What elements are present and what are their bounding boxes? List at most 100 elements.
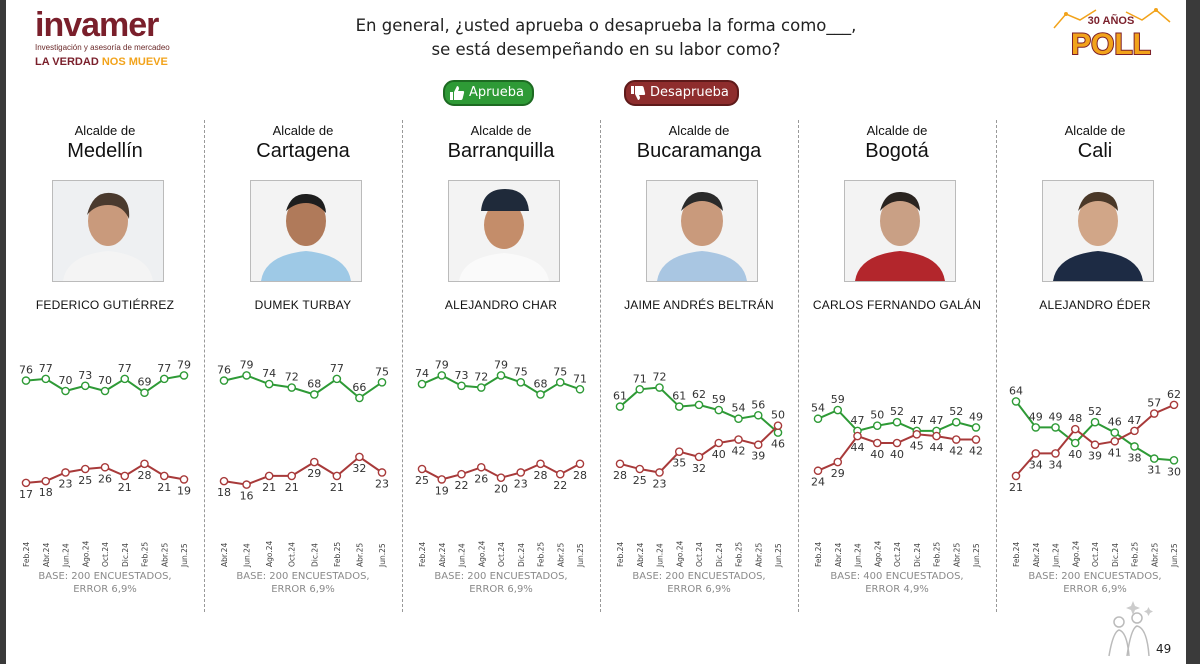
invamer-logo: invamer Investigación y asesoría de merc… [35,8,195,68]
data-label: 41 [1108,446,1122,459]
logo-tagline: LA VERDAD NOS MUEVE [35,56,195,68]
x-tick-label: Ago.24 [873,540,882,567]
data-label: 18 [39,486,53,499]
x-tick-label: Feb.24 [1012,542,1021,567]
data-label: 47 [910,414,924,427]
x-tick-label: Jun.24 [854,543,863,568]
data-label: 23 [59,477,73,490]
disapprove-point [287,471,297,481]
panel-city: Cali [1077,140,1113,162]
sample-info: BASE: 400 ENCUESTADOS, ERROR 4,9% [798,570,996,596]
approve-point [575,384,585,394]
x-tick-label: Ago.24 [81,540,90,567]
panel-city: Bucaramanga [636,140,762,162]
approve-point [773,428,783,437]
disapprove-point [1110,436,1120,446]
person-silhouette-icon [53,181,163,281]
data-label: 62 [692,388,706,401]
approve-point [377,378,387,387]
panel-office: Alcalde de [470,123,532,138]
x-tick-label: Ago.24 [477,540,486,567]
data-label: 77 [330,362,344,375]
sample-info: BASE: 200 ENCUESTADOS, ERROR 6,9% [6,570,204,596]
approve-point [714,405,724,415]
data-label: 25 [78,474,92,487]
data-label: 56 [751,398,765,411]
disapprove-point [932,431,941,441]
disapprove-point [242,480,251,489]
approve-point [635,384,645,394]
disapprove-point [853,431,862,441]
x-tick-label: Jun.24 [458,543,467,568]
panel-office: Alcalde de [74,123,136,138]
data-label: 28 [138,469,152,482]
data-label: 49 [1049,410,1063,423]
approve-point [1149,454,1159,463]
approve-point [1051,423,1060,432]
data-label: 79 [240,358,254,371]
disapprove-point [355,452,364,462]
x-tick-label: Ago.24 [265,540,274,567]
x-tick-label: Jun.25 [180,543,189,568]
data-label: 52 [890,405,904,418]
disapprove-point [892,438,902,448]
x-tick-label: Feb.25 [141,542,150,567]
disapprove-point [476,462,486,472]
x-tick-label: Abr.24 [1032,543,1041,567]
disapprove-point [1031,449,1041,458]
approve-point [872,421,882,430]
data-label: 28 [534,469,548,482]
x-tick-label: Feb.25 [333,542,342,567]
data-label: 47 [930,414,944,427]
disapprove-point [332,471,342,481]
x-tick-label: Abr.24 [834,543,843,567]
mayor-name: JAIME ANDRÉS BELTRÁN [624,298,774,312]
data-label: 74 [262,367,276,380]
approve-point [437,371,447,380]
disapprove-point [516,468,526,477]
approve-point [496,371,506,380]
data-label: 34 [1049,458,1063,471]
x-tick-label: Jun.25 [774,543,783,568]
data-label: 52 [1088,405,1102,418]
approval-chart-cartagena: 76 79 74 72 68 77 66 75 18 16 21 21 29 21 32 23 Abr.24 Ju… [217,358,389,568]
panel-bogota: Alcalde de Bogotá CARLOS FERNANDO GALÁN … [798,120,996,610]
disapprove-point [41,476,51,486]
x-tick-label: Oct.24 [288,542,297,567]
approve-point [1031,423,1041,432]
x-tick-label: Jun.24 [1052,543,1061,568]
disapprove-point [971,435,981,444]
x-tick-label: Feb.25 [537,542,546,567]
thumbs-down-icon [631,86,646,100]
approve-point [41,374,51,384]
data-label: 40 [890,448,904,461]
data-label: 50 [771,409,785,422]
disapprove-point [615,459,625,469]
panel-cartagena: Alcalde de Cartagena DUMEK TURBAY 76 79 74… [204,120,402,610]
x-tick-label: Abr.25 [556,543,565,567]
sample-base: BASE: 200 ENCUESTADOS, [632,571,766,582]
data-label: 29 [307,467,321,480]
sample-base: BASE: 400 ENCUESTADOS, [830,571,964,582]
approve-point [355,393,364,403]
data-label: 21 [118,481,132,494]
data-label: 59 [712,393,726,406]
legend-approve-label: Aprueba [469,85,524,100]
approve-point [159,374,169,384]
approve-point [476,383,486,392]
data-label: 49 [969,410,983,423]
approve-point [813,414,823,424]
disapprove-point [159,471,169,481]
x-tick-label: Dic.24 [715,543,724,567]
question-line2: se está desempeñando en su labor como? [431,40,781,59]
mayor-photo [646,180,758,282]
mayor-photo [844,180,956,282]
data-label: 69 [138,376,152,389]
approve-point [179,371,189,380]
panel-city: Barranquilla [447,140,555,162]
x-tick-label: Abr.24 [220,543,229,567]
disapprove-point [140,459,149,469]
sample-info: BASE: 200 ENCUESTADOS, ERROR 6,9% [600,570,798,596]
sample-error: ERROR 6,9% [1063,584,1127,595]
x-tick-label: Feb.24 [616,542,625,567]
